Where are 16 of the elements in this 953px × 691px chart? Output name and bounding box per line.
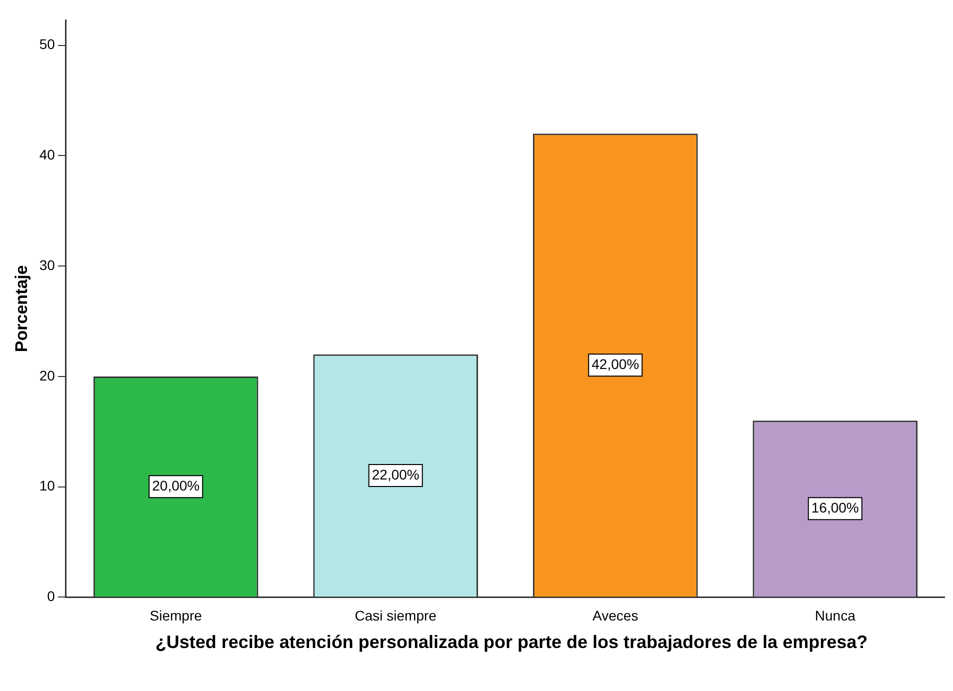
y-axis-title: Porcentaje (12, 265, 31, 352)
y-tick-label: 0 (47, 588, 56, 604)
y-tick-label: 10 (39, 478, 56, 494)
x-tick-label: Casi siempre (354, 607, 437, 624)
data-label: 42,00% (592, 356, 640, 372)
y-tick-label: 30 (39, 256, 56, 273)
data-label: 22,00% (372, 466, 420, 482)
data-label: 20,00% (152, 477, 200, 494)
data-label: 16,00% (811, 500, 859, 516)
y-tick-label: 50 (39, 36, 56, 52)
y-tick-label: 40 (39, 146, 56, 163)
x-tick-label: Aveces (592, 607, 638, 624)
y-tick-label: 20 (39, 367, 56, 384)
x-axis-title: ¿Usted recibe atención personalizada por parte de los trabajadores de la empresa? (154, 632, 869, 652)
x-tick-label: Nunca (814, 607, 856, 624)
x-tick-label: Siempre (150, 607, 202, 624)
